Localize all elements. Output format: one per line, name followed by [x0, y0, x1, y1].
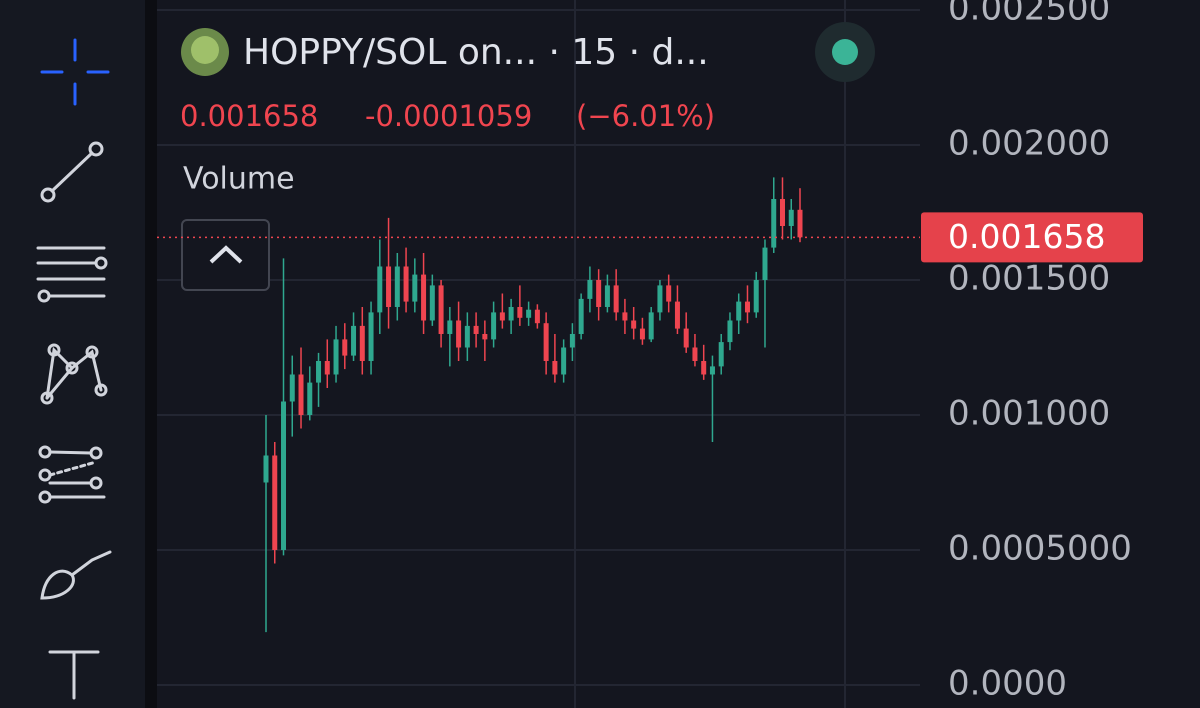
last-price-tag: [921, 212, 1143, 263]
price-change: -0.0001059: [365, 99, 532, 133]
y-tick-label: 0.001000: [948, 393, 1110, 433]
candle-body: [368, 312, 374, 361]
candle-body: [543, 323, 549, 361]
candle-body: [263, 455, 269, 483]
candle-body: [412, 274, 418, 302]
candle-body: [464, 325, 470, 348]
candle-body: [482, 333, 488, 340]
candle-body: [683, 328, 689, 348]
last-price-tag-label: 0.001658: [948, 217, 1105, 256]
candle-body: [657, 285, 663, 313]
fib-tool[interactable]: [36, 246, 108, 303]
candle-body: [307, 382, 313, 415]
trendline-tool[interactable]: [40, 141, 104, 203]
collapse-button[interactable]: [181, 219, 270, 291]
y-tick-label: 0.002500: [948, 0, 1110, 28]
toolbar: [0, 0, 145, 708]
candle-body: [771, 198, 777, 248]
pattern-tool[interactable]: [40, 343, 108, 405]
candle-body: [324, 360, 330, 375]
candle-body: [622, 312, 628, 321]
candle-body: [736, 301, 742, 321]
text-tool[interactable]: [48, 650, 100, 700]
candle-body: [438, 285, 444, 334]
candle-body: [534, 309, 540, 324]
candle-body: [272, 455, 278, 550]
candle-body: [744, 301, 750, 313]
y-tick-label: 0.0005000: [948, 528, 1132, 568]
forecast-tool[interactable]: [38, 445, 106, 504]
candle-body: [394, 266, 400, 307]
candle-body: [709, 366, 715, 375]
candle-body: [701, 360, 707, 375]
candle-body: [666, 285, 672, 302]
symbol-title[interactable]: HOPPY/SOL on... · 15 · d...: [243, 32, 709, 73]
candle-body: [499, 312, 505, 321]
status-dot: [832, 39, 858, 65]
candle-body: [526, 309, 532, 318]
last-price: 0.001658: [180, 99, 318, 133]
candle-body: [289, 374, 295, 402]
candle-body: [613, 285, 619, 313]
candle-body: [648, 312, 654, 340]
candle-body: [552, 360, 558, 375]
candle-body: [491, 312, 497, 340]
candle-body: [386, 266, 392, 307]
candle-body: [727, 320, 733, 343]
candle-body: [762, 247, 768, 280]
candle-body: [377, 266, 383, 313]
candle-body: [639, 328, 645, 340]
collapse-chevron: [209, 245, 243, 264]
candle-body: [429, 285, 435, 321]
candle-body: [316, 360, 322, 383]
candle-body: [569, 333, 575, 348]
candle-body: [578, 298, 584, 334]
indicator-label: Volume: [183, 162, 295, 197]
y-tick-label: 0.0000: [948, 663, 1067, 703]
candle-body: [604, 285, 610, 307]
candle-body: [421, 274, 427, 321]
candle-body: [508, 306, 514, 321]
candle-body: [456, 320, 462, 348]
toolbar-icons: [36, 38, 112, 700]
candle-body: [281, 401, 287, 550]
candle-body: [596, 279, 602, 307]
candle-body: [631, 320, 637, 329]
candle-body: [333, 339, 339, 375]
candle-body: [718, 342, 724, 367]
candle-body: [692, 347, 698, 361]
y-tick-label: 0.002000: [948, 123, 1110, 163]
candle-body: [587, 279, 593, 299]
candle-body: [561, 347, 567, 375]
brush-tool[interactable]: [40, 550, 112, 600]
price-change-pct: (−6.01%): [576, 99, 715, 133]
candle-body: [447, 320, 453, 334]
candle-body: [753, 279, 759, 313]
crosshair-tool[interactable]: [40, 38, 110, 106]
candle-body: [788, 209, 794, 226]
price-axis: 0.002500 0.002000 0.001500 0.001000 0.000500…: [157, 0, 1143, 703]
candle-body: [403, 266, 409, 302]
candle-body: [351, 325, 357, 356]
candle-body: [797, 209, 803, 238]
grid: [157, 0, 920, 708]
candle-body: [517, 306, 523, 318]
candle-body: [298, 374, 304, 415]
symbol-avatar-face: [191, 36, 219, 64]
y-tick-label: 0.001500: [948, 258, 1110, 298]
candles: [263, 177, 803, 633]
candle-body: [359, 325, 365, 361]
candle-body: [779, 198, 785, 226]
candle-body: [342, 339, 348, 356]
candle-body: [674, 301, 680, 329]
toolbar-separator: [145, 0, 157, 708]
candle-body: [473, 325, 479, 334]
